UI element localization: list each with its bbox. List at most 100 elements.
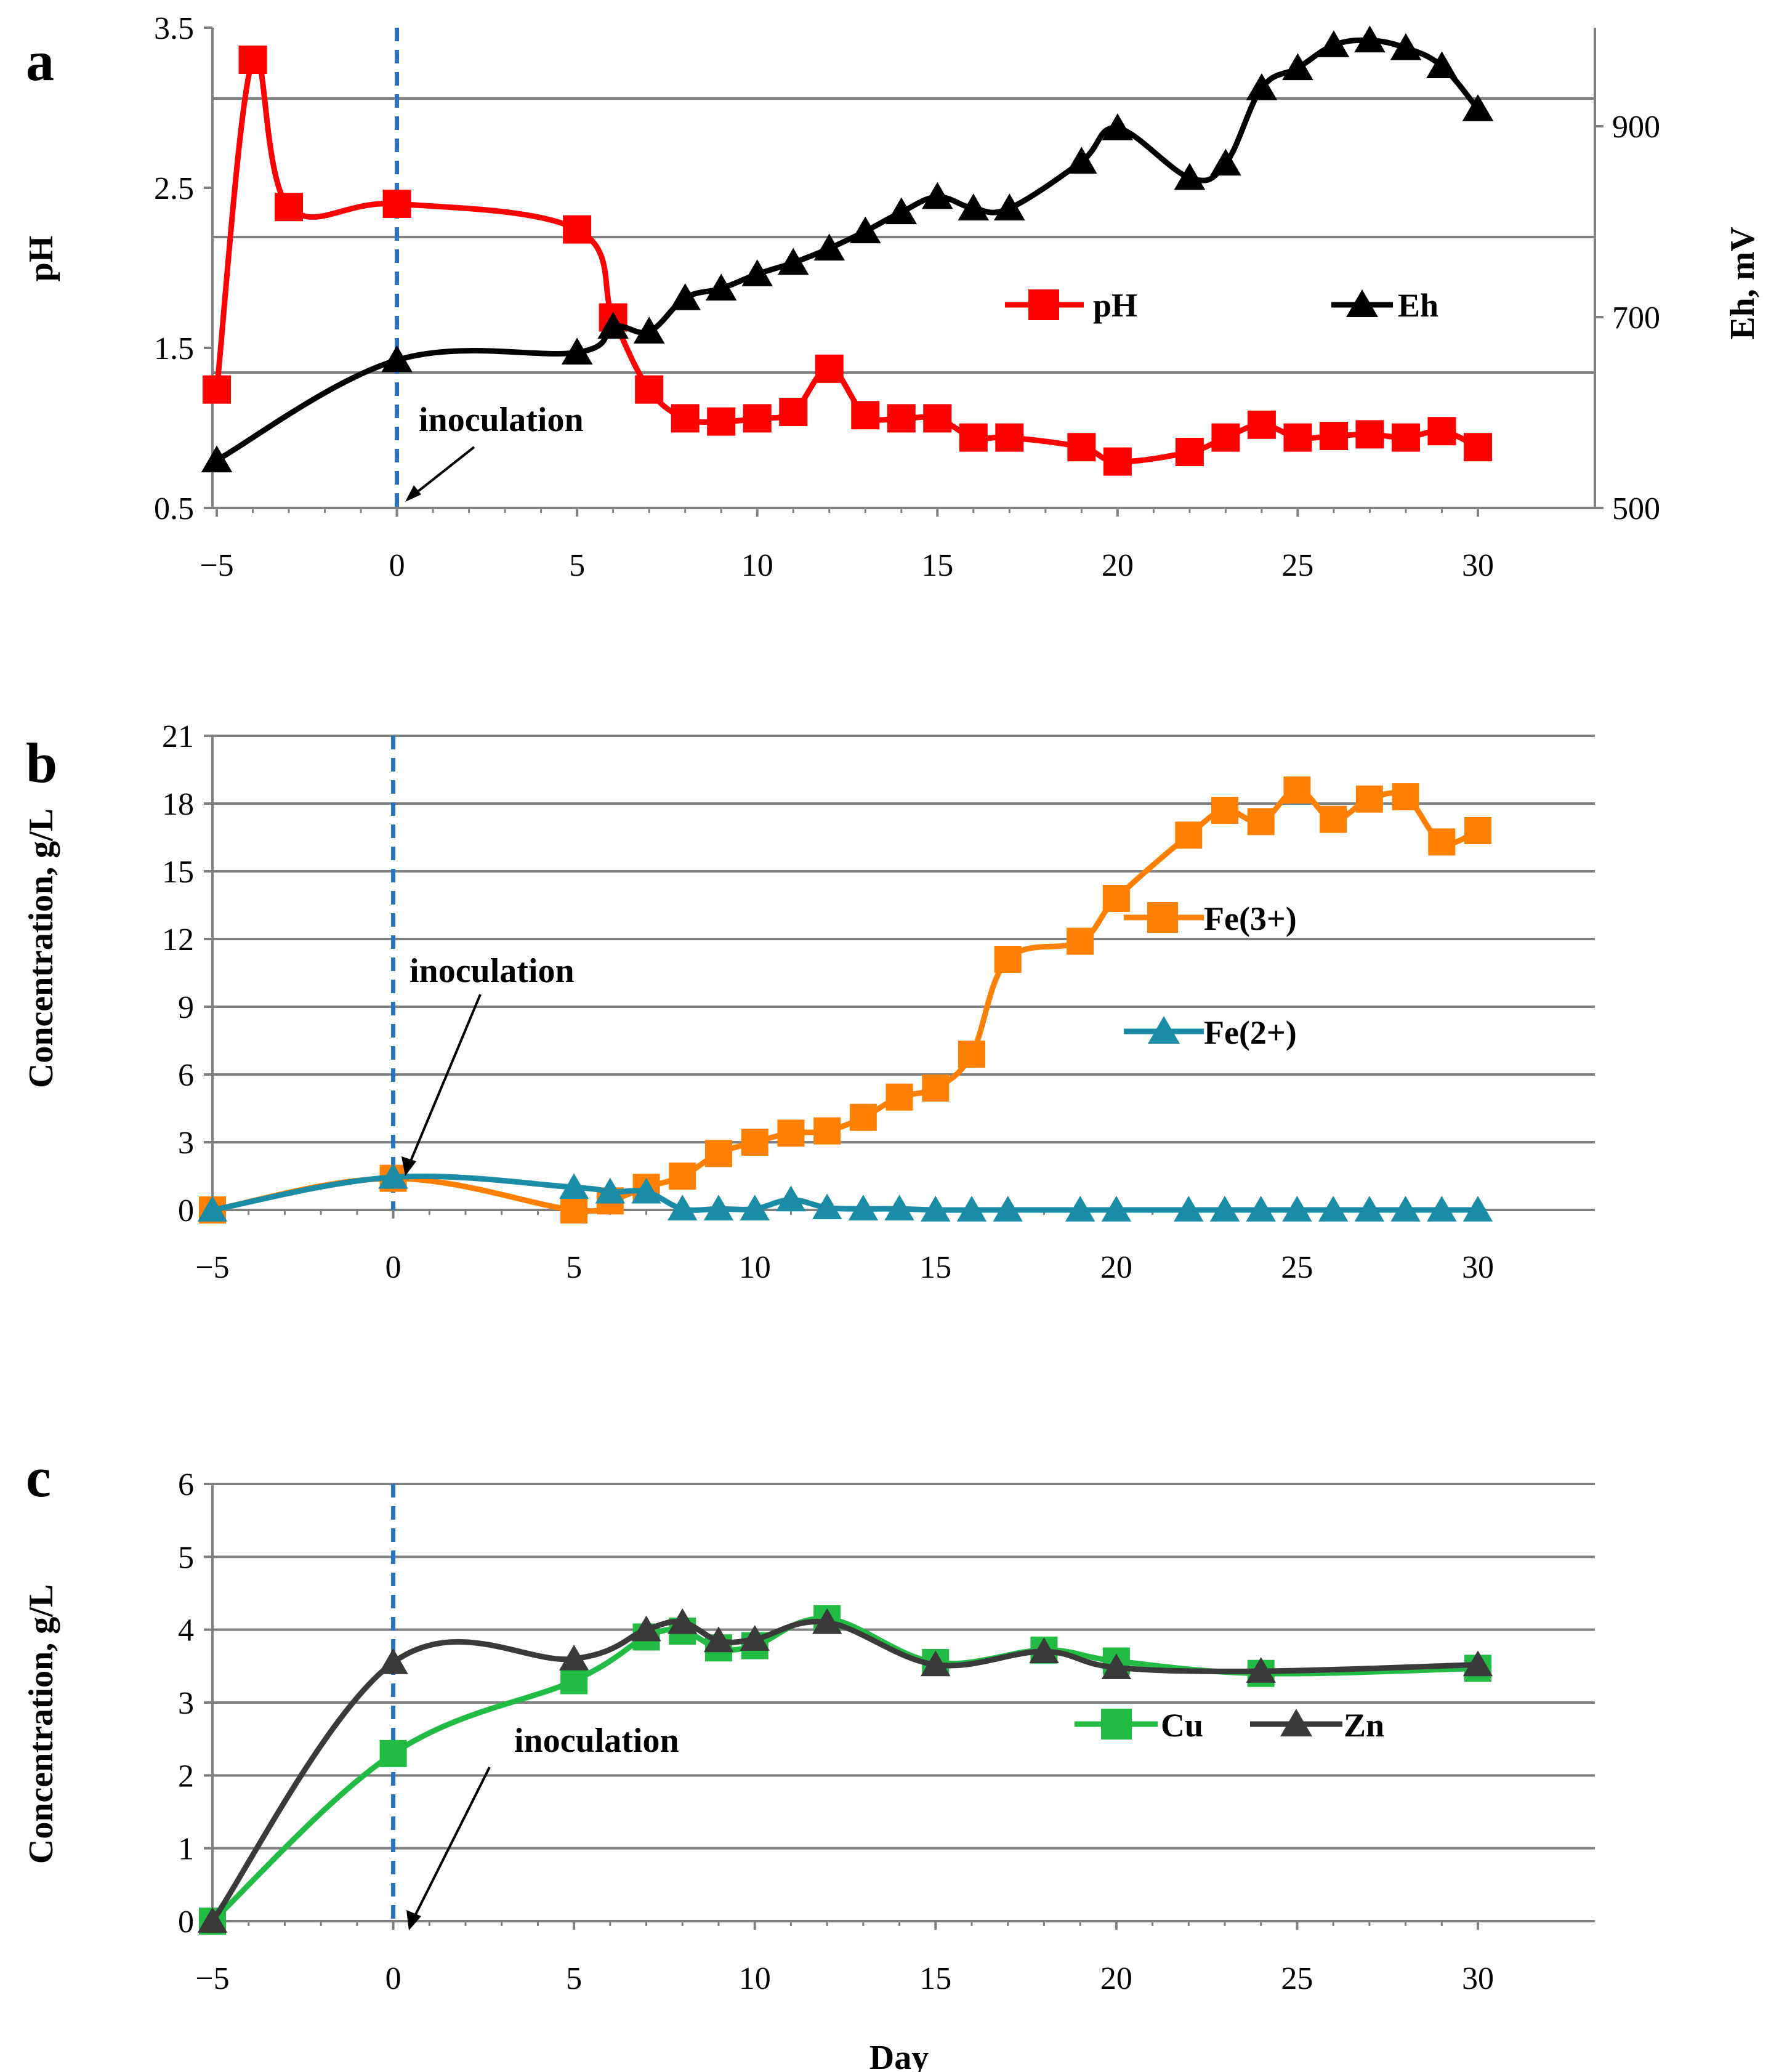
- y-tick-label: 3: [178, 1126, 194, 1161]
- x-tick-label: 0: [385, 1961, 401, 1996]
- data-point: [668, 1195, 698, 1220]
- data-point: [705, 1140, 732, 1167]
- data-point: [1283, 776, 1311, 804]
- data-point: [1320, 805, 1347, 833]
- series-line: [210, 1619, 1479, 1923]
- y-tick-label: 12: [162, 922, 194, 957]
- y-tick-label: 3: [178, 1686, 194, 1721]
- x-tick-label: 30: [1462, 1961, 1494, 1996]
- data-point: [238, 46, 267, 74]
- data-point: [849, 1103, 877, 1131]
- data-point: [1029, 1637, 1059, 1663]
- data-point: [1174, 1196, 1204, 1222]
- data-point: [886, 1083, 913, 1111]
- data-point: [559, 1645, 589, 1671]
- inoculation-label: inoculation: [409, 952, 575, 990]
- data-point: [1464, 433, 1492, 462]
- y-tick-label: 4: [178, 1613, 194, 1648]
- data-point: [1282, 53, 1313, 81]
- data-point: [559, 1173, 589, 1199]
- y-tick-label: 15: [162, 855, 194, 890]
- data-point: [1210, 148, 1241, 176]
- data-point: [886, 197, 918, 225]
- data-point: [921, 1650, 951, 1677]
- data-point: [848, 1195, 879, 1220]
- panel-a-legend: pH Eh: [1005, 287, 1438, 324]
- inoculation-arrow: [411, 446, 475, 497]
- legend-fe3-marker: [1147, 902, 1178, 933]
- data-point: [887, 404, 916, 433]
- data-point: [1209, 1196, 1240, 1222]
- data-point: [813, 1117, 841, 1145]
- panel-c-xlabel: Day: [869, 2039, 929, 2072]
- data-point: [197, 1907, 228, 1933]
- x-tick-label: 5: [569, 548, 585, 583]
- series-line: [212, 1173, 1478, 1213]
- data-point: [1066, 147, 1097, 174]
- data-point: [995, 423, 1024, 452]
- inoculation-arrowhead: [405, 485, 421, 502]
- data-point: [1103, 447, 1132, 476]
- panel-c-letter: c: [26, 1446, 51, 1509]
- data-point: [705, 273, 737, 301]
- data-point: [1426, 51, 1458, 79]
- panel-a-letter: a: [26, 30, 54, 92]
- series-line: [214, 52, 1479, 465]
- panel-b-ylabel: Concentration, g/L: [22, 808, 60, 1088]
- data-point: [631, 1177, 661, 1204]
- y-right-tick-label: 500: [1612, 491, 1660, 526]
- legend-ph-marker: [1028, 289, 1059, 320]
- data-point: [707, 407, 736, 436]
- x-tick-label: 25: [1281, 548, 1313, 583]
- x-tick-label: 0: [389, 548, 405, 583]
- data-point: [741, 1129, 769, 1156]
- x-tick-label: 20: [1102, 548, 1134, 583]
- legend-cu-label: Cu: [1161, 1707, 1203, 1744]
- data-point: [1319, 422, 1348, 450]
- data-point: [1282, 1196, 1312, 1222]
- data-point: [1390, 33, 1422, 60]
- data-point: [994, 946, 1022, 973]
- data-point: [1175, 821, 1203, 849]
- data-point: [378, 1163, 408, 1189]
- x-tick-label: −5: [195, 1250, 229, 1285]
- data-point: [741, 259, 773, 286]
- data-point: [958, 1041, 985, 1068]
- series-line: [215, 37, 1480, 463]
- data-point: [849, 216, 881, 244]
- series-line: [210, 1616, 1479, 1924]
- data-point: [197, 1196, 228, 1222]
- data-point: [275, 193, 304, 222]
- data-point: [381, 345, 413, 373]
- y-right-tick-label: 700: [1612, 300, 1660, 336]
- y-tick-label: 18: [162, 787, 194, 822]
- x-tick-label: 10: [739, 1250, 771, 1285]
- y-right-tick-label: 900: [1612, 110, 1660, 145]
- series-line: [212, 787, 1479, 1214]
- data-point: [815, 354, 844, 383]
- data-point: [1102, 885, 1130, 912]
- data-point: [1354, 1196, 1385, 1222]
- data-point: [597, 312, 629, 339]
- x-tick-label: 0: [385, 1250, 401, 1285]
- y-tick-label: 3.5: [154, 11, 194, 46]
- y-tick-label: 9: [178, 990, 194, 1025]
- inoculation-arrowhead: [401, 1156, 416, 1176]
- data-point: [1247, 410, 1276, 439]
- y-tick-label: 1.5: [154, 331, 194, 366]
- inoculation-label: inoculation: [514, 1722, 679, 1760]
- x-tick-label: −5: [195, 1961, 229, 1996]
- data-point: [1283, 423, 1312, 452]
- data-point: [1318, 30, 1350, 57]
- x-tick-label: 30: [1462, 548, 1494, 583]
- x-tick-label: 15: [921, 548, 953, 583]
- inoculation-arrowhead: [406, 1910, 421, 1930]
- data-point: [671, 404, 700, 433]
- panel-c-legend: Cu Zn: [1075, 1707, 1384, 1744]
- y-tick-label: 1: [178, 1832, 194, 1867]
- legend-zn-marker: [1280, 1709, 1312, 1736]
- data-point: [635, 375, 664, 404]
